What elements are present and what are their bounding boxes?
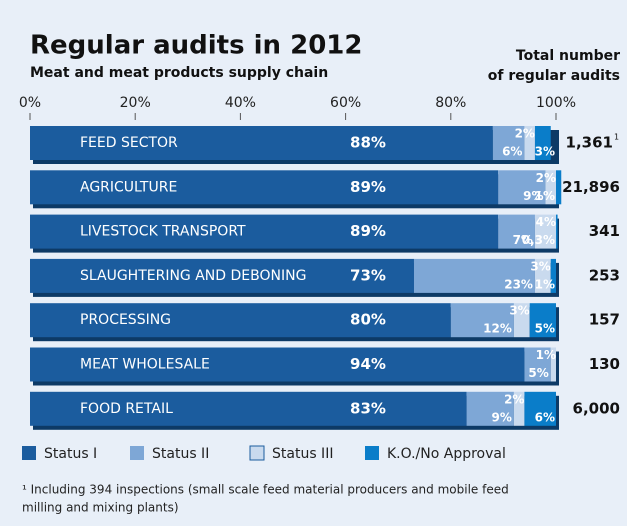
value-label: 1% — [536, 348, 556, 362]
value-label: 4% — [536, 215, 556, 229]
category-label: SLAUGHTERING AND DEBONING — [80, 268, 306, 284]
bar-segment — [30, 126, 493, 160]
value-label: 83% — [350, 399, 386, 417]
x-tick-label: 60% — [330, 95, 361, 111]
footnote: ¹ Including 394 inspections (small scale… — [22, 483, 509, 497]
value-label: 7% — [513, 233, 533, 247]
value-label: 3% — [509, 304, 529, 318]
total-value: 253 — [589, 266, 620, 284]
bar-segment — [466, 391, 514, 426]
bar-segment — [450, 303, 514, 338]
bar-segment — [498, 170, 546, 205]
value-label: 2% — [504, 392, 524, 406]
x-tick-label: 0% — [19, 95, 41, 111]
total-value: 1,361 — [566, 134, 613, 152]
value-label: 2% — [536, 171, 556, 185]
bar-segment — [513, 391, 525, 426]
category-label: FEED SECTOR — [80, 135, 178, 151]
total-value: 341 — [589, 222, 620, 240]
bar-segment — [498, 214, 535, 249]
total-header: of regular audits — [488, 68, 620, 84]
category-label: MEAT WHOLESALE — [80, 357, 210, 373]
category-label: LIVESTOCK TRANSPORT — [80, 224, 246, 240]
value-label: 5% — [528, 366, 548, 380]
chart-subtitle: Meat and meat products supply chain — [30, 65, 328, 81]
bar-segment — [30, 258, 414, 293]
legend-swatch — [249, 445, 265, 461]
legend-label: Status I — [44, 446, 97, 462]
bar-segment — [513, 303, 530, 338]
legend-swatch — [130, 446, 144, 460]
legend-label: K.O./No Approval — [387, 446, 506, 462]
value-label: 6% — [502, 145, 522, 159]
value-label: 1% — [535, 189, 555, 203]
bar-segment — [524, 347, 551, 382]
category-label: AGRICULTURE — [80, 179, 177, 195]
value-label: 80% — [350, 311, 386, 329]
bar-segment — [30, 347, 525, 382]
bar-segment — [524, 391, 556, 426]
footnote: milling and mixing plants) — [22, 501, 179, 515]
bar-segment — [30, 303, 451, 338]
bar-segment — [534, 126, 551, 160]
legend-swatch — [365, 446, 379, 460]
footnote-marker: 1 — [614, 133, 619, 142]
total-header: Total number — [516, 48, 620, 64]
value-label: 88% — [350, 134, 386, 152]
bar-segment — [556, 214, 558, 249]
bar-segment — [30, 214, 499, 249]
value-label: 2% — [515, 127, 535, 141]
x-tick-label: 100% — [536, 95, 576, 111]
value-label: 73% — [350, 266, 386, 284]
total-value: 130 — [589, 355, 620, 373]
bar-segment — [413, 258, 535, 293]
value-label: 9% — [523, 189, 543, 203]
bar-segment — [534, 214, 556, 249]
total-value: 6,000 — [573, 399, 620, 417]
value-label: 23% — [504, 277, 533, 291]
value-label: 6% — [535, 410, 555, 424]
bar-segment — [556, 170, 562, 205]
bar-segment — [534, 258, 551, 293]
value-label: 1% — [535, 277, 555, 291]
bar-segment — [550, 347, 556, 382]
total-value: 21,896 — [562, 178, 620, 196]
value-label: 3% — [535, 145, 555, 159]
legend-label: Status III — [272, 446, 333, 462]
legend-label: Status II — [152, 446, 209, 462]
bar-segment — [545, 170, 556, 205]
value-label: 94% — [350, 355, 386, 373]
bar-segment — [30, 391, 467, 426]
bar-segment — [550, 258, 556, 293]
value-label: 0,3% — [522, 233, 555, 247]
value-label: 3% — [530, 259, 550, 273]
chart-title: Regular audits in 2012 — [30, 31, 362, 61]
total-value: 157 — [589, 311, 620, 329]
bar-segment — [529, 303, 556, 338]
bar-segment — [492, 126, 525, 160]
value-label: 89% — [350, 222, 386, 240]
x-tick-label: 20% — [120, 95, 151, 111]
value-label: 5% — [535, 322, 555, 336]
category-label: PROCESSING — [80, 312, 171, 328]
category-label: FOOD RETAIL — [80, 401, 173, 417]
value-label: 9% — [492, 410, 512, 424]
x-tick-label: 80% — [435, 95, 466, 111]
legend-swatch — [22, 446, 36, 460]
x-tick-label: 40% — [225, 95, 256, 111]
bar-segment — [524, 126, 535, 160]
value-label: 89% — [350, 178, 386, 196]
bar-segment — [30, 170, 499, 205]
value-label: 12% — [483, 322, 512, 336]
